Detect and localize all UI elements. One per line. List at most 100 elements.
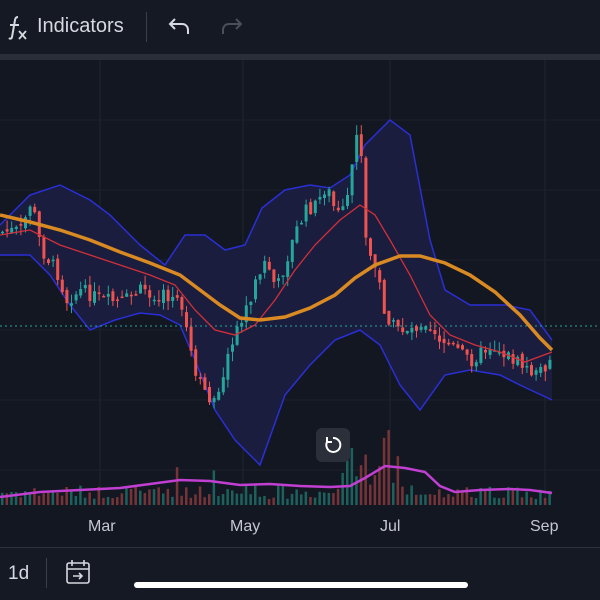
volume-bar xyxy=(70,490,73,505)
volume-bar xyxy=(203,497,206,505)
candle-body xyxy=(539,366,543,373)
candle-body xyxy=(304,204,308,222)
candle-body xyxy=(65,289,69,304)
candle-body xyxy=(171,296,175,301)
candle-body xyxy=(244,305,248,323)
candle-body xyxy=(254,279,257,300)
toolbar-divider xyxy=(146,12,147,42)
volume-bar xyxy=(37,495,41,505)
candle-body xyxy=(286,261,290,277)
volume-bar xyxy=(511,489,515,505)
candle-body xyxy=(88,284,92,302)
candle-body xyxy=(548,359,552,369)
candle-body xyxy=(309,202,313,215)
fast-ma-line xyxy=(0,204,553,363)
volume-bar xyxy=(493,497,496,505)
candle-body xyxy=(488,349,492,355)
volume-bar xyxy=(83,497,87,505)
volume-bar xyxy=(74,495,78,505)
candle-body xyxy=(336,207,340,211)
volume-bar xyxy=(346,460,349,505)
candle-body xyxy=(419,327,423,330)
volume-bar xyxy=(488,486,492,505)
candle-body xyxy=(405,330,409,334)
indicators-button[interactable]: Indicators xyxy=(37,15,124,37)
volume-bar xyxy=(139,490,142,505)
candle-body xyxy=(355,134,359,162)
volume-bar xyxy=(419,494,423,505)
volume-bar xyxy=(162,493,165,505)
candle-body xyxy=(534,370,538,375)
volume-bar xyxy=(341,472,344,505)
candle-body xyxy=(428,329,432,331)
volume-bars xyxy=(1,430,551,505)
volume-bar xyxy=(19,497,22,505)
candle-body xyxy=(10,227,14,234)
bollinger-band-fill xyxy=(0,120,552,465)
price-chart[interactable] xyxy=(0,60,600,547)
undo-icon[interactable] xyxy=(168,16,190,38)
volume-bar xyxy=(194,494,197,505)
candle-body xyxy=(79,289,83,296)
interval-button[interactable]: 1d xyxy=(8,563,30,584)
volume-bar xyxy=(336,488,340,505)
volume-bar xyxy=(277,485,280,505)
chart-toolbar: Indicators xyxy=(0,0,600,54)
candle-body xyxy=(359,134,363,157)
volume-bar xyxy=(479,487,482,505)
candle-body xyxy=(111,291,115,302)
candle-body xyxy=(180,297,184,310)
volume-bar xyxy=(244,486,248,505)
volume-bar xyxy=(143,493,147,505)
volume-bar xyxy=(424,494,427,505)
candle-body xyxy=(106,293,110,297)
volume-bar xyxy=(258,496,262,505)
fx-icon[interactable] xyxy=(6,13,28,41)
candle-body xyxy=(134,294,138,296)
candle-body xyxy=(60,279,64,293)
volume-bar xyxy=(465,487,469,505)
candle-body xyxy=(313,200,317,214)
volume-bar xyxy=(433,494,436,505)
volume-bar xyxy=(157,487,160,505)
volume-bar xyxy=(217,496,220,505)
redo-icon[interactable] xyxy=(221,16,243,38)
candle-body xyxy=(152,299,156,302)
candle-body xyxy=(382,279,386,314)
volume-bar xyxy=(263,495,266,505)
volume-bar xyxy=(327,492,331,505)
volume-bar xyxy=(507,487,510,505)
chart-canvas[interactable] xyxy=(0,60,600,547)
volume-bar xyxy=(295,489,298,505)
reset-chart-button[interactable] xyxy=(316,428,350,462)
candle-body xyxy=(327,189,331,197)
candle-body xyxy=(212,398,216,403)
candle-body xyxy=(74,294,78,301)
volume-bar xyxy=(447,493,450,505)
volume-bar xyxy=(88,492,91,505)
volume-bar xyxy=(148,489,151,505)
candle-body xyxy=(396,320,400,327)
volume-bar xyxy=(1,492,4,505)
candle-body xyxy=(369,238,372,256)
candle-body xyxy=(1,231,4,234)
candle-body xyxy=(530,365,533,376)
volume-bar xyxy=(525,491,528,505)
volume-bar xyxy=(106,496,110,505)
candle-body xyxy=(14,226,18,229)
bottom-divider xyxy=(46,558,47,588)
candle-body xyxy=(438,335,441,342)
volume-bar xyxy=(120,493,124,505)
goto-date-icon[interactable] xyxy=(64,558,92,586)
bollinger-lower-line xyxy=(0,254,553,467)
candle-body xyxy=(295,226,299,243)
slow-ma-line xyxy=(0,213,554,352)
candle-body xyxy=(461,345,464,350)
volume-bar xyxy=(189,497,193,505)
candle-body xyxy=(474,362,478,367)
volume-bar xyxy=(392,482,395,505)
candle-body xyxy=(267,261,271,270)
volume-bar xyxy=(309,496,312,505)
volume-bar xyxy=(180,495,183,505)
volume-bar xyxy=(405,494,409,505)
